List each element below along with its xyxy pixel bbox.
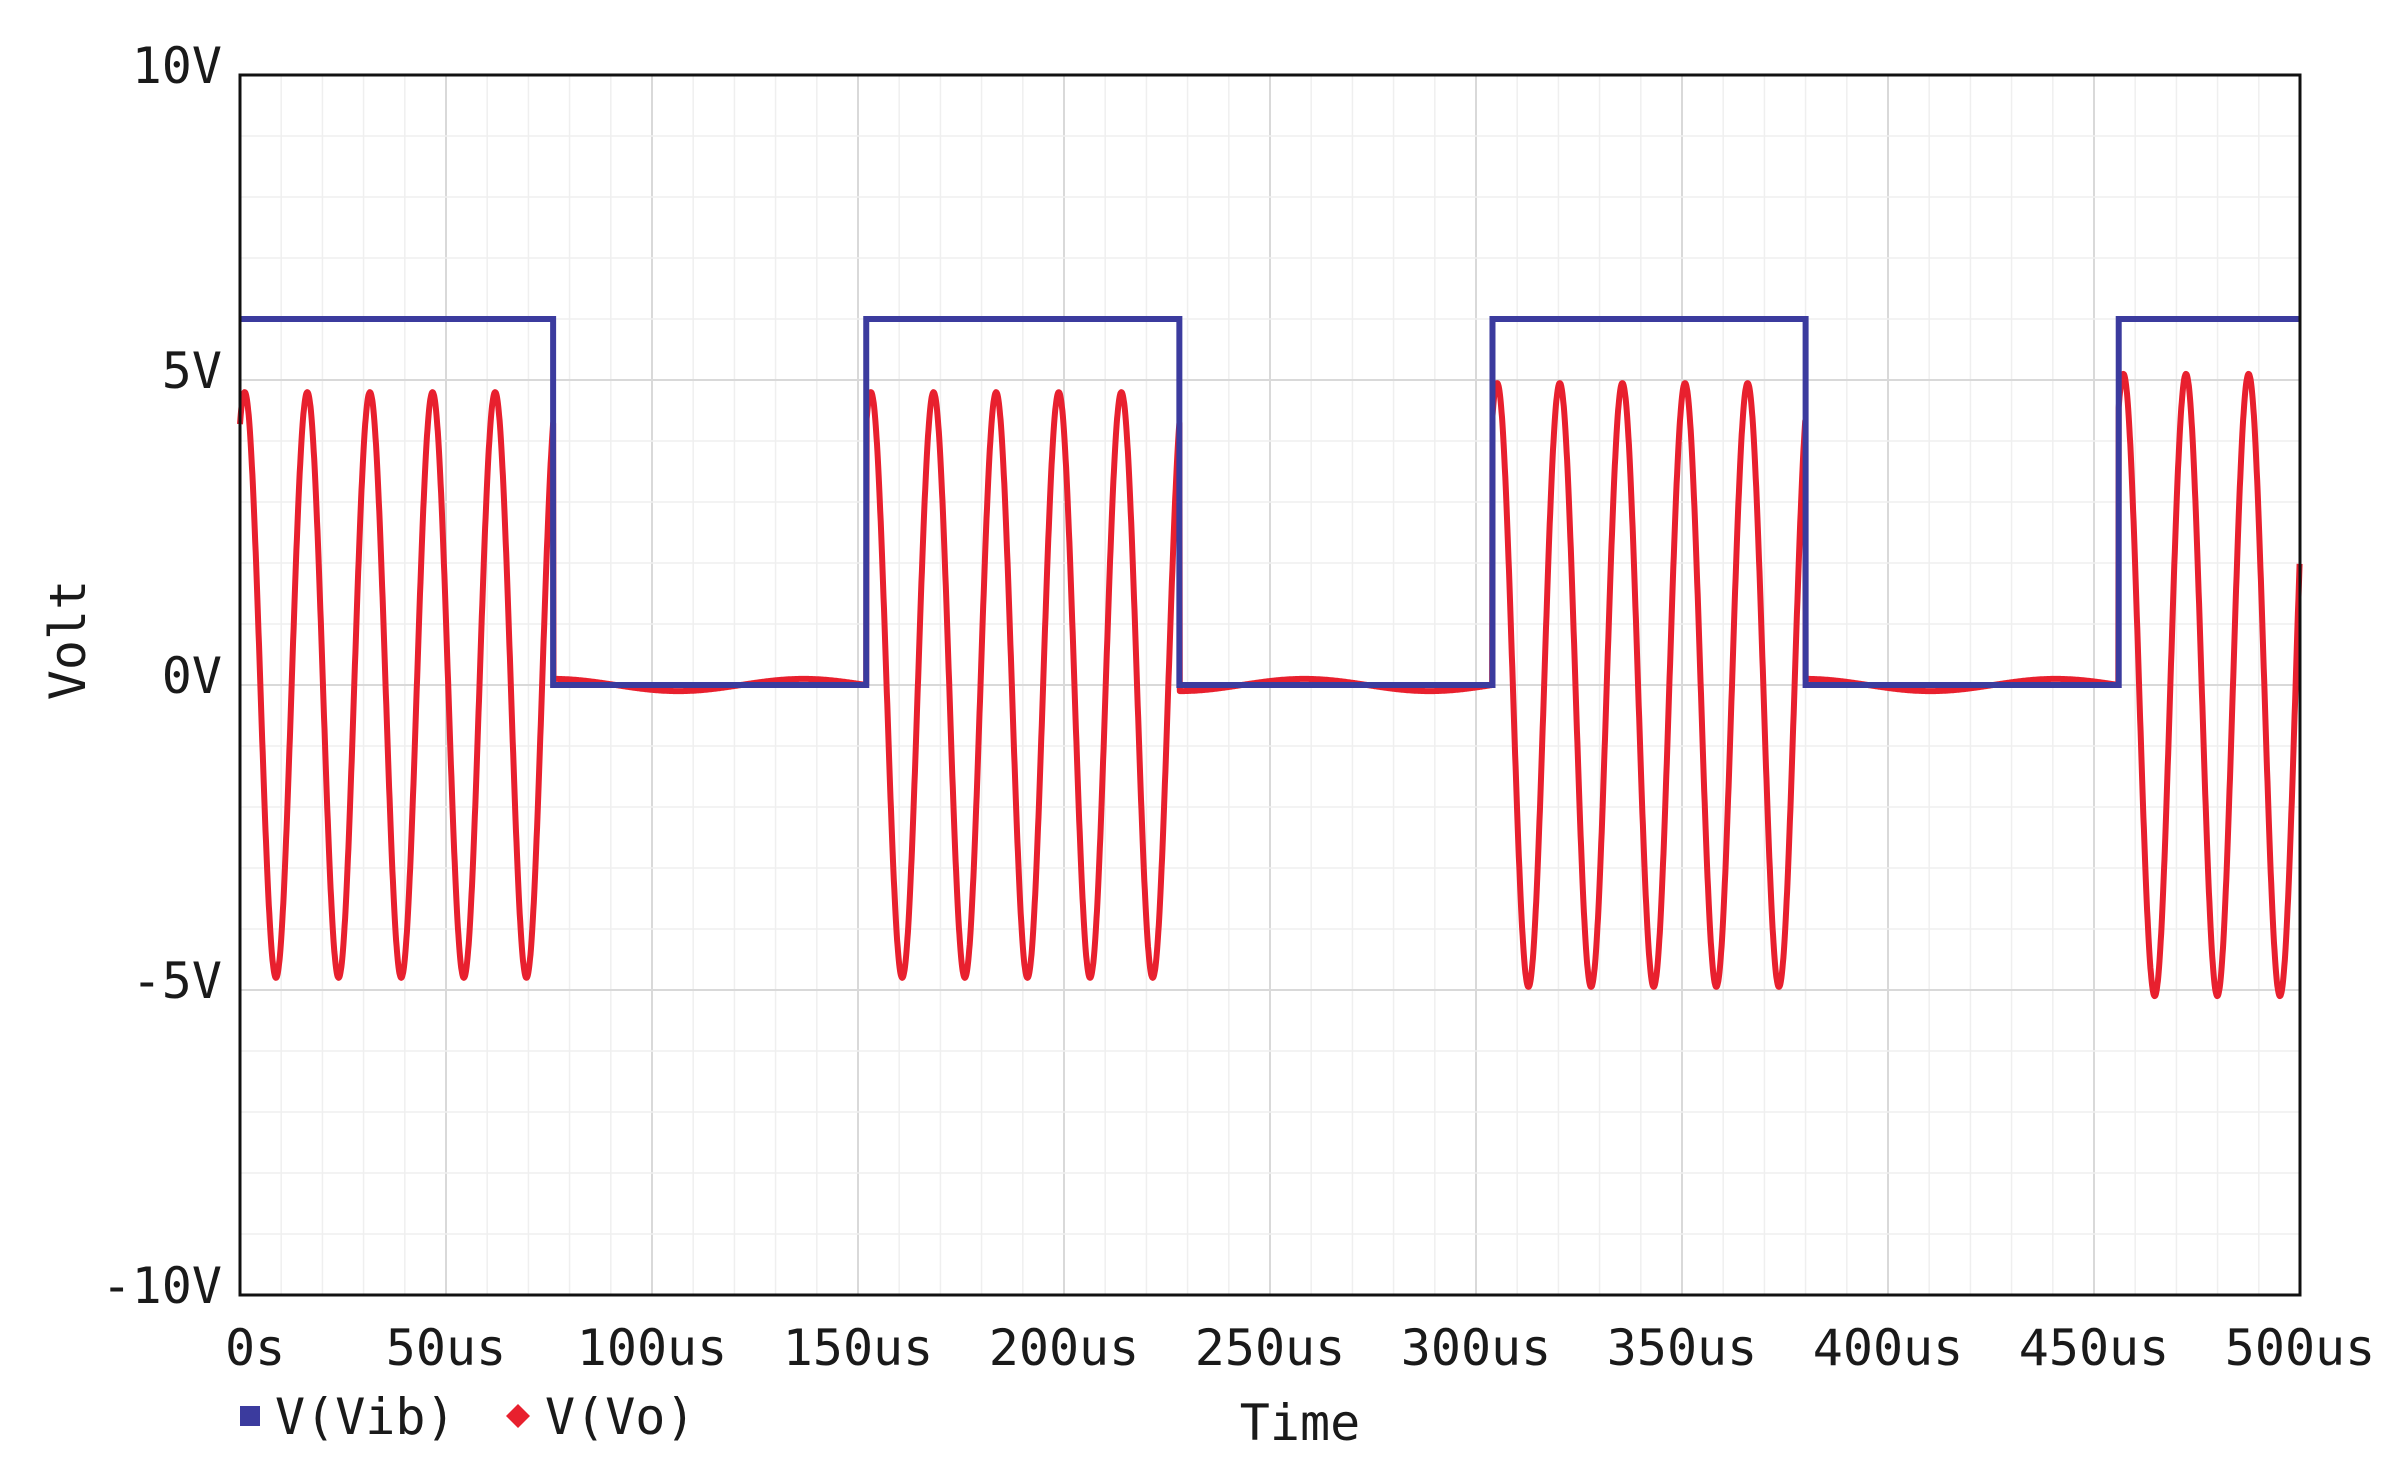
y-tick-label: 0V <box>162 647 222 705</box>
x-tick-label: 500us <box>2225 1319 2376 1377</box>
x-tick-label: 0s <box>225 1319 285 1377</box>
x-tick-label: 350us <box>1607 1319 1758 1377</box>
y-tick-label: -10V <box>102 1257 222 1315</box>
x-tick-label: 150us <box>783 1319 934 1377</box>
y-axis-title: Volt <box>39 580 97 700</box>
legend-label-vib: V(Vib) <box>275 1388 456 1446</box>
y-tick-label: -5V <box>132 952 222 1010</box>
y-tick-label: 5V <box>162 342 222 400</box>
legend-marker-vib <box>240 1406 260 1426</box>
plot-area <box>237 316 2303 1000</box>
x-axis-ticks: 0s 50us 100us 150us 200us 250us 300us 350us 400u… <box>225 1319 2375 1377</box>
x-tick-label: 250us <box>1195 1319 1346 1377</box>
x-tick-label: 300us <box>1401 1319 1552 1377</box>
series-line-vo <box>237 370 2303 1000</box>
x-axis-title: Time <box>1240 1394 1360 1452</box>
x-tick-label: 100us <box>577 1319 728 1377</box>
x-tick-label: 50us <box>386 1319 506 1377</box>
plot-frame <box>238 73 2302 1297</box>
x-tick-label: 200us <box>989 1319 1140 1377</box>
y-axis-ticks: 10V 5V 0V -5V -10V <box>102 37 222 1315</box>
x-tick-label: 400us <box>1813 1319 1964 1377</box>
x-tick-label: 450us <box>2019 1319 2170 1377</box>
legend-label-vo: V(Vo) <box>545 1388 696 1446</box>
legend-marker-vo <box>506 1404 530 1428</box>
legend: V(Vib) V(Vo) <box>240 1388 696 1446</box>
series-line-vib <box>240 316 2300 688</box>
y-tick-label: 10V <box>132 37 222 95</box>
